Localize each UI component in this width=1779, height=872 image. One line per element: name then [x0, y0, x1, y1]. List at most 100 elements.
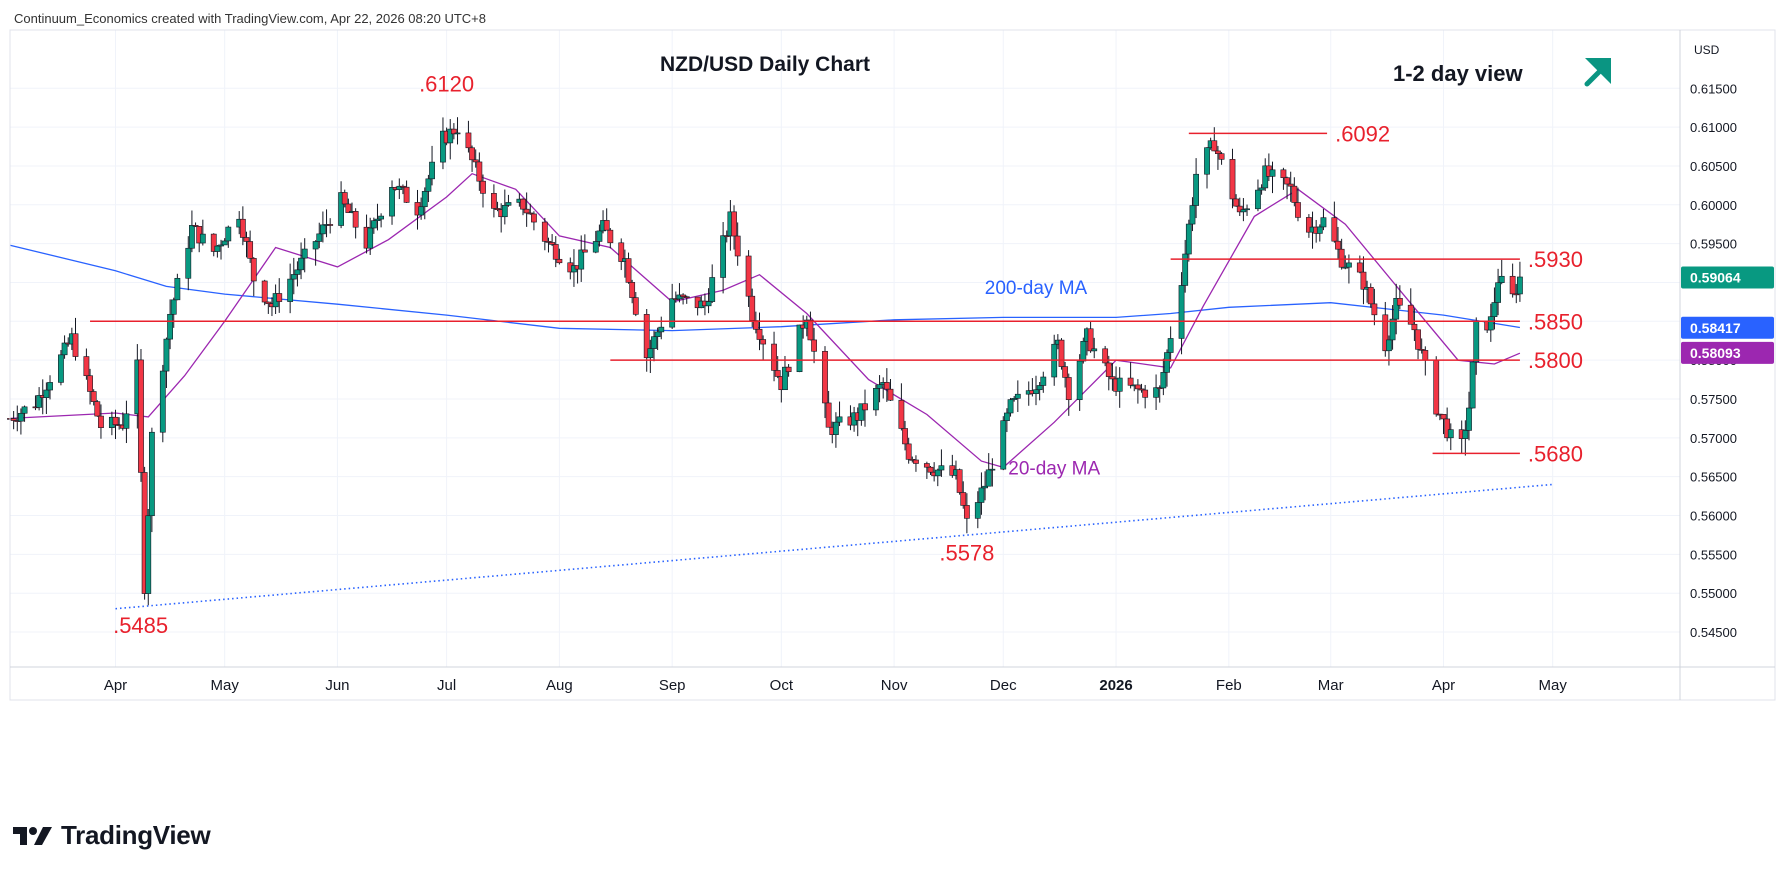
candle-body: [10, 418, 17, 421]
point-label: .6120: [419, 72, 474, 97]
candle-body: [898, 399, 905, 429]
candle-body: [1389, 318, 1396, 341]
price-tag-box: [1681, 341, 1774, 364]
candle-body: [290, 274, 297, 280]
price-tag: 0.59064: [1681, 266, 1774, 289]
ma-200-line: [9, 244, 1521, 332]
candle-body: [47, 382, 53, 391]
candle-body: [1411, 323, 1418, 331]
candle-body: [221, 240, 228, 246]
x-tick-label: Oct: [770, 677, 794, 694]
candle-body: [745, 255, 752, 297]
candle-body: [450, 128, 457, 135]
candle-body: [1244, 208, 1250, 211]
candle-body: [123, 413, 130, 429]
tradingview-logo[interactable]: TradingView: [13, 820, 211, 851]
candle-body: [1338, 248, 1345, 268]
candle-body: [1233, 198, 1240, 207]
candle-body: [327, 224, 334, 226]
candle-body: [199, 233, 206, 244]
ma-label: 20-day MA: [1008, 458, 1100, 479]
candle-body: [1236, 205, 1243, 213]
candle-body: [301, 248, 308, 259]
candle-body: [1062, 366, 1069, 378]
candle-body: [923, 463, 930, 468]
candle-body: [440, 130, 446, 163]
ma-label: 200-day MA: [985, 278, 1088, 299]
candle-body: [239, 218, 246, 238]
candle-body: [472, 159, 479, 163]
y-tick-label: 0.59500: [1690, 237, 1737, 252]
candle-body: [1014, 393, 1021, 399]
candle-body: [978, 487, 985, 503]
candle-body: [1382, 314, 1389, 352]
candle-body: [887, 388, 894, 401]
candle-body: [159, 370, 166, 433]
candle-body: [883, 382, 890, 390]
candle-body: [1386, 339, 1392, 352]
candle-body: [858, 403, 865, 421]
x-tick-label: Nov: [881, 677, 908, 694]
x-tick-label: May: [210, 677, 239, 694]
candle-body: [421, 191, 428, 208]
x-tick-label: 2026: [1099, 677, 1132, 694]
candle-body: [822, 350, 828, 404]
tradingview-logo-icon: [13, 826, 52, 845]
x-tick-label: Aug: [546, 677, 573, 694]
candle-body: [836, 416, 843, 423]
candle-body: [1058, 339, 1065, 367]
candle-body: [974, 502, 981, 519]
candle-body: [1320, 217, 1327, 228]
candle-body: [578, 249, 585, 270]
candle-body: [963, 505, 970, 519]
candle-body: [873, 388, 879, 411]
candle-body: [1491, 302, 1498, 317]
candle-body: [1160, 372, 1167, 389]
candle-body: [396, 185, 403, 190]
y-tick-label: 0.57500: [1690, 392, 1737, 407]
candle-body: [87, 375, 93, 392]
candle-body: [705, 301, 712, 307]
candle-body: [643, 314, 650, 359]
x-tick-label: May: [1538, 677, 1567, 694]
candle-body: [1415, 329, 1421, 350]
candle-body: [1229, 159, 1236, 200]
x-tick-label: Feb: [1216, 677, 1242, 694]
candle-body: [1371, 303, 1378, 316]
candle-body: [592, 241, 599, 253]
y-tick-label: 0.55500: [1690, 547, 1737, 562]
candle-body: [720, 235, 727, 278]
candle-body: [490, 193, 497, 209]
y-tick-label: 0.56000: [1690, 509, 1737, 524]
candle-body: [658, 326, 665, 333]
candle-body: [1473, 321, 1480, 363]
candle-body: [1000, 420, 1007, 470]
level-label: .5930: [1528, 247, 1583, 272]
chart-credit: Continuum_Economics created with Trading…: [14, 11, 486, 26]
candle-body: [938, 465, 945, 471]
candle-body: [752, 320, 759, 330]
candle-body: [94, 401, 101, 417]
candle-body: [785, 366, 792, 373]
candle-body: [756, 328, 763, 340]
candle-body: [374, 218, 381, 221]
currency-label: USD: [1694, 43, 1720, 57]
candle-body: [771, 343, 777, 371]
candle-body: [782, 366, 788, 391]
candle-body: [389, 186, 395, 217]
candle-body: [501, 205, 508, 218]
candle-body: [709, 277, 716, 302]
candle-body: [1033, 389, 1039, 395]
x-tick-label: Apr: [104, 677, 127, 694]
candle-body: [985, 469, 992, 487]
candle-body: [189, 225, 195, 249]
candle-body: [367, 227, 374, 249]
candle-body: [403, 186, 410, 203]
level-label: .5680: [1528, 441, 1583, 466]
y-tick-label: 0.61000: [1690, 120, 1737, 135]
candle-body: [276, 293, 283, 302]
candle-body: [1396, 298, 1403, 306]
candle-body: [1134, 384, 1141, 390]
candle-body: [1116, 377, 1123, 392]
